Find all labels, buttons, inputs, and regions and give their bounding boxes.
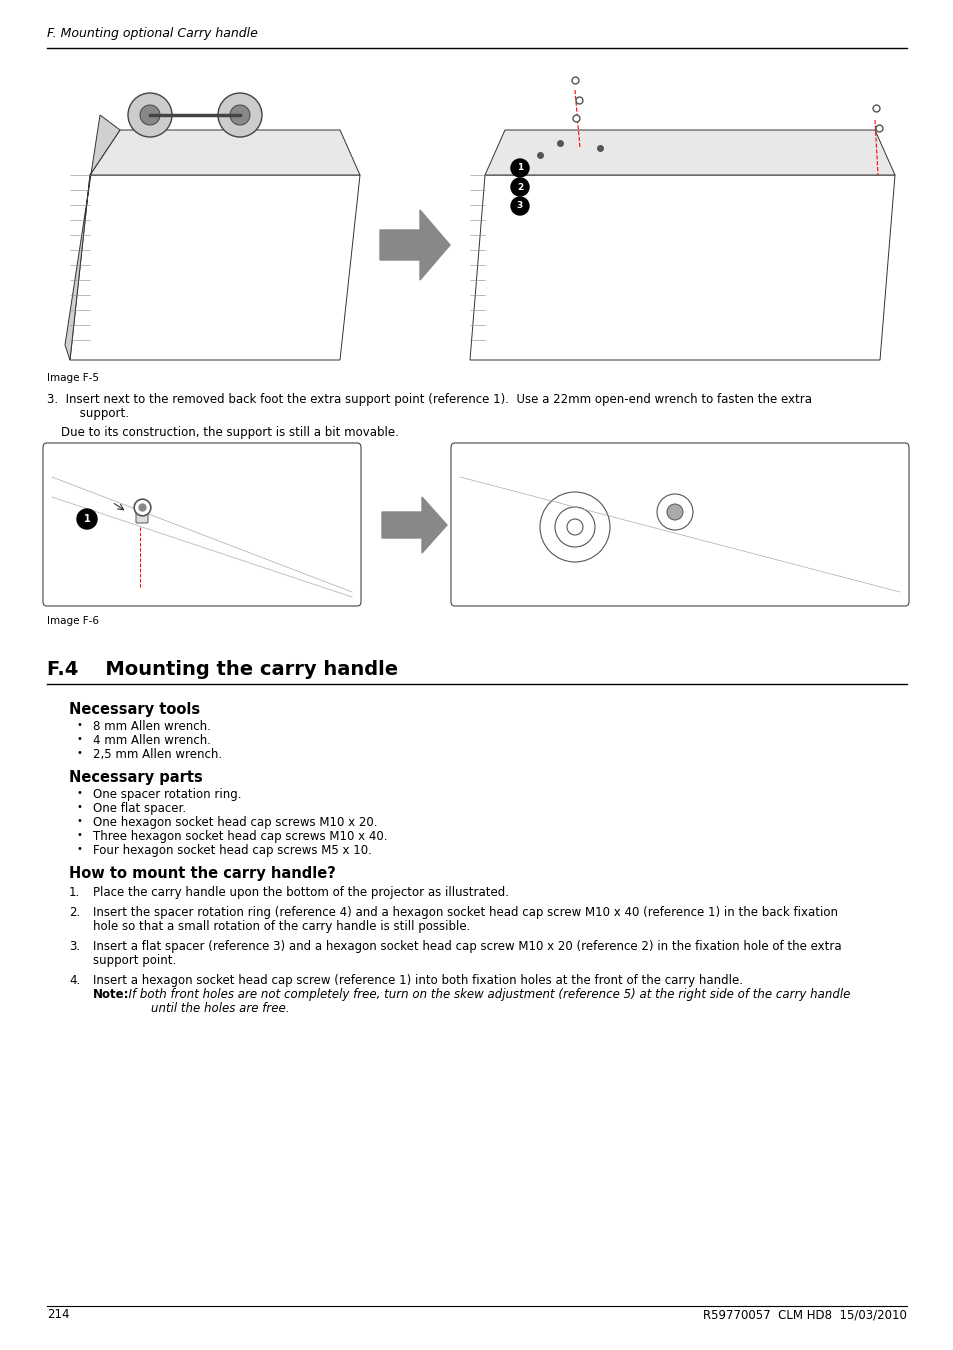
- FancyBboxPatch shape: [451, 443, 908, 606]
- Circle shape: [77, 509, 97, 529]
- Text: F.4    Mounting the carry handle: F.4 Mounting the carry handle: [47, 660, 397, 679]
- Circle shape: [218, 93, 262, 136]
- Text: One hexagon socket head cap screws M10 x 20.: One hexagon socket head cap screws M10 x…: [92, 815, 377, 829]
- Text: •: •: [77, 815, 83, 826]
- Text: until the holes are free.: until the holes are free.: [121, 1002, 289, 1015]
- Text: Image F-5: Image F-5: [47, 373, 99, 383]
- Circle shape: [230, 105, 250, 126]
- FancyBboxPatch shape: [136, 504, 148, 522]
- Text: •: •: [77, 748, 83, 757]
- Polygon shape: [379, 211, 450, 279]
- Text: •: •: [77, 830, 83, 840]
- Text: Image F-6: Image F-6: [47, 616, 99, 626]
- Text: Note:: Note:: [92, 988, 130, 1000]
- Polygon shape: [65, 115, 120, 360]
- Text: 2,5 mm Allen wrench.: 2,5 mm Allen wrench.: [92, 748, 222, 761]
- Text: Four hexagon socket head cap screws M5 x 10.: Four hexagon socket head cap screws M5 x…: [92, 844, 372, 857]
- Text: 3.: 3.: [69, 940, 80, 953]
- Circle shape: [566, 518, 582, 535]
- Text: 4 mm Allen wrench.: 4 mm Allen wrench.: [92, 734, 211, 747]
- Text: 3: 3: [517, 201, 522, 211]
- Polygon shape: [484, 130, 894, 176]
- Polygon shape: [90, 130, 359, 176]
- Text: 2: 2: [517, 182, 522, 192]
- Circle shape: [657, 494, 692, 531]
- Text: If both front holes are not completely free, turn on the skew adjustment (refere: If both front holes are not completely f…: [121, 988, 849, 1000]
- Circle shape: [539, 491, 609, 562]
- Circle shape: [511, 197, 529, 215]
- Text: Insert a flat spacer (reference 3) and a hexagon socket head cap screw M10 x 20 : Insert a flat spacer (reference 3) and a…: [92, 940, 841, 953]
- Text: Insert the spacer rotation ring (reference 4) and a hexagon socket head cap scre: Insert the spacer rotation ring (referen…: [92, 906, 837, 919]
- Text: 8 mm Allen wrench.: 8 mm Allen wrench.: [92, 720, 211, 733]
- Circle shape: [555, 508, 595, 547]
- Circle shape: [140, 105, 160, 126]
- Text: •: •: [77, 788, 83, 798]
- Text: support point.: support point.: [92, 954, 176, 967]
- Text: Due to its construction, the support is still a bit movable.: Due to its construction, the support is …: [61, 427, 398, 439]
- Circle shape: [128, 93, 172, 136]
- Text: 4.: 4.: [69, 973, 80, 987]
- Text: 3.  Insert next to the removed back foot the extra support point (reference 1). : 3. Insert next to the removed back foot …: [47, 393, 811, 406]
- FancyBboxPatch shape: [43, 443, 360, 606]
- Text: 1: 1: [517, 163, 522, 173]
- Text: •: •: [77, 844, 83, 855]
- Text: Necessary parts: Necessary parts: [69, 769, 203, 784]
- Text: 2.: 2.: [69, 906, 80, 919]
- Circle shape: [511, 159, 529, 177]
- Text: Insert a hexagon socket head cap screw (reference 1) into both fixation holes at: Insert a hexagon socket head cap screw (…: [92, 973, 742, 987]
- Text: 1: 1: [84, 514, 91, 524]
- Text: 214: 214: [47, 1308, 70, 1322]
- Circle shape: [511, 178, 529, 196]
- Text: F. Mounting optional Carry handle: F. Mounting optional Carry handle: [47, 27, 257, 40]
- Text: support.: support.: [61, 406, 129, 420]
- Text: One spacer rotation ring.: One spacer rotation ring.: [92, 788, 241, 801]
- Circle shape: [666, 504, 682, 520]
- Text: •: •: [77, 734, 83, 744]
- Text: Necessary tools: Necessary tools: [69, 702, 200, 717]
- Text: One flat spacer.: One flat spacer.: [92, 802, 186, 815]
- Text: Three hexagon socket head cap screws M10 x 40.: Three hexagon socket head cap screws M10…: [92, 830, 387, 842]
- Text: R59770057  CLM HD8  15/03/2010: R59770057 CLM HD8 15/03/2010: [702, 1308, 906, 1322]
- Text: hole so that a small rotation of the carry handle is still possible.: hole so that a small rotation of the car…: [92, 919, 470, 933]
- Polygon shape: [70, 176, 359, 360]
- Text: How to mount the carry handle?: How to mount the carry handle?: [69, 865, 335, 882]
- Polygon shape: [381, 497, 447, 554]
- Text: •: •: [77, 720, 83, 730]
- Polygon shape: [470, 176, 894, 360]
- Text: Place the carry handle upon the bottom of the projector as illustrated.: Place the carry handle upon the bottom o…: [92, 886, 509, 899]
- Text: 1.: 1.: [69, 886, 80, 899]
- Text: •: •: [77, 802, 83, 811]
